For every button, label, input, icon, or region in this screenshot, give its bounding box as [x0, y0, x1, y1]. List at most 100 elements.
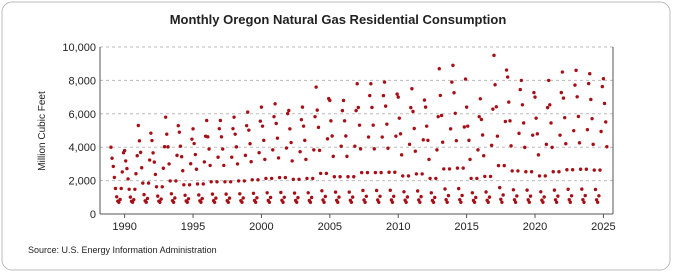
point	[230, 155, 234, 159]
point	[118, 197, 122, 202]
point	[568, 200, 573, 205]
point	[511, 188, 516, 192]
point	[385, 122, 389, 126]
point	[200, 196, 204, 201]
point	[426, 138, 430, 143]
point	[468, 157, 472, 162]
point	[401, 174, 405, 178]
point	[110, 156, 114, 160]
point	[402, 190, 406, 194]
point	[340, 108, 345, 113]
point	[433, 195, 437, 200]
point	[542, 195, 546, 199]
point	[358, 147, 363, 151]
point	[480, 133, 485, 137]
point	[300, 105, 305, 109]
point	[581, 197, 585, 202]
point	[248, 141, 252, 146]
point	[194, 167, 199, 171]
point	[249, 160, 253, 164]
point	[393, 170, 397, 174]
y-axis-label: Million Cubic Feet	[37, 91, 48, 171]
point	[363, 200, 367, 205]
point	[209, 180, 213, 184]
point	[541, 200, 545, 205]
point	[437, 67, 441, 71]
point	[226, 200, 231, 205]
point	[450, 80, 454, 84]
point	[551, 170, 555, 174]
point	[153, 172, 158, 177]
point	[247, 128, 251, 132]
point	[451, 63, 455, 68]
point	[429, 191, 434, 195]
y-tick-label: 2,000	[68, 176, 96, 188]
x-tick-label: 2025	[591, 221, 615, 233]
point	[195, 182, 200, 186]
point	[574, 68, 578, 73]
point	[479, 117, 484, 122]
point	[296, 195, 300, 200]
point	[380, 135, 384, 139]
x-tick-label: 2010	[386, 221, 410, 233]
point	[557, 170, 561, 174]
point	[448, 127, 453, 131]
point	[528, 194, 533, 198]
point	[109, 145, 113, 149]
point	[165, 132, 169, 136]
point	[163, 115, 168, 119]
point	[374, 188, 379, 193]
point	[572, 128, 576, 133]
point	[418, 200, 422, 205]
point	[550, 145, 554, 150]
point	[505, 75, 510, 79]
x-tick-label: 2015	[454, 221, 478, 233]
point	[435, 148, 439, 152]
point	[171, 200, 176, 205]
point	[151, 151, 155, 155]
point	[537, 174, 542, 178]
point	[277, 175, 282, 180]
point	[545, 105, 550, 110]
point	[251, 191, 256, 195]
point	[190, 137, 194, 141]
point	[501, 193, 505, 197]
point	[264, 176, 268, 181]
point	[563, 115, 567, 120]
point	[461, 166, 465, 170]
point	[407, 142, 412, 147]
point	[193, 152, 198, 157]
point	[202, 160, 207, 164]
point	[279, 190, 283, 195]
point	[420, 172, 424, 176]
point	[166, 145, 170, 149]
point	[262, 138, 266, 143]
point	[446, 193, 451, 198]
point	[386, 146, 390, 150]
point	[599, 129, 603, 134]
point	[232, 115, 236, 119]
point	[372, 147, 376, 151]
point	[205, 118, 209, 123]
point	[146, 181, 151, 185]
point	[260, 124, 265, 128]
point	[173, 196, 177, 200]
point	[222, 163, 226, 168]
point	[150, 138, 154, 143]
point	[299, 117, 304, 122]
point	[244, 123, 249, 128]
point	[570, 168, 575, 172]
point	[507, 100, 511, 104]
point	[585, 127, 590, 132]
point	[452, 91, 456, 95]
point	[419, 194, 423, 199]
point	[210, 192, 215, 196]
point	[112, 175, 117, 180]
point	[136, 123, 141, 128]
point	[556, 194, 560, 198]
point	[283, 175, 288, 180]
point	[573, 83, 577, 87]
y-tick-label: 4,000	[68, 142, 96, 154]
point	[145, 196, 150, 201]
